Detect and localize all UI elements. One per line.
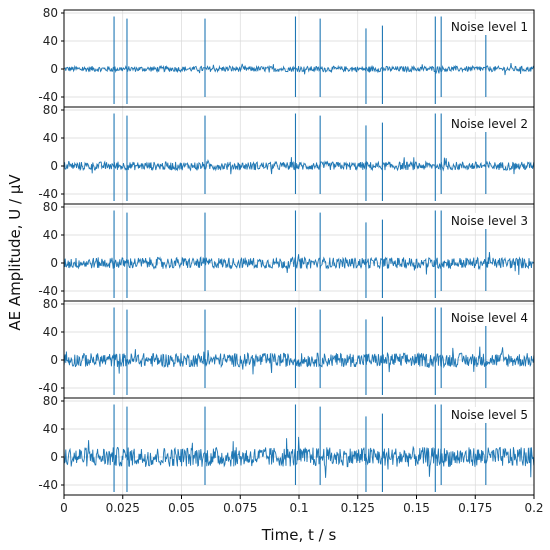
y-tick-label: -40 — [38, 478, 58, 492]
panel-label-background — [447, 310, 531, 326]
x-tick-label: 0 — [60, 501, 68, 515]
panel-3: -40 0 40 80 Noise level 3 — [38, 200, 535, 302]
panel-label: Noise level 3 — [451, 214, 528, 228]
panel-2: -40 0 40 80 Noise level 2 — [38, 103, 535, 205]
y-tick-label: 40 — [43, 131, 58, 145]
panel-label-background — [447, 407, 531, 423]
x-tick-label: 0.1 — [289, 501, 308, 515]
panel-1: -40 0 40 80 Noise level 1 — [38, 6, 535, 108]
y-axis-label: AE Amplitude, U / μV — [6, 174, 24, 331]
y-tick-label: 40 — [43, 422, 58, 436]
y-tick-label: 0 — [50, 353, 58, 367]
x-tick-label: 0.2 — [524, 501, 543, 515]
y-tick-label: 0 — [50, 62, 58, 76]
panels: -40 0 40 80 Noise level 1 -40 0 40 80 Noise level… — [38, 6, 535, 496]
y-tick-label: 0 — [50, 159, 58, 173]
panel-label: Noise level 1 — [451, 20, 528, 34]
y-tick-label: -40 — [38, 90, 58, 104]
y-tick-label: 40 — [43, 325, 58, 339]
panel-label: Noise level 5 — [451, 408, 528, 422]
y-tick-label: -40 — [38, 187, 58, 201]
y-tick-label: 40 — [43, 34, 58, 48]
y-tick-label: 80 — [43, 297, 58, 311]
y-tick-label: 0 — [50, 256, 58, 270]
panel-label-background — [447, 116, 531, 132]
y-tick-label: -40 — [38, 381, 58, 395]
panel-label-background — [447, 213, 531, 229]
panel-label: Noise level 4 — [451, 311, 528, 325]
signal-trace — [63, 346, 535, 375]
x-axis-label: Time, t / s — [261, 526, 337, 544]
y-tick-label: 0 — [50, 450, 58, 464]
y-tick-label: 80 — [43, 6, 58, 20]
panel-label: Noise level 2 — [451, 117, 528, 131]
x-tick-label: 0.025 — [106, 501, 140, 515]
panel-5: -40 0 40 80 Noise level 5 — [38, 394, 535, 496]
panel-4: -40 0 40 80 Noise level 4 — [38, 297, 535, 399]
y-tick-label: 80 — [43, 200, 58, 214]
x-tick-label: 0.125 — [341, 501, 375, 515]
x-tick-label: 0.05 — [168, 501, 195, 515]
y-tick-label: -40 — [38, 284, 58, 298]
signal-trace — [63, 157, 535, 175]
panel-label-background — [447, 19, 531, 35]
y-tick-label: 80 — [43, 103, 58, 117]
signal-trace — [63, 436, 535, 478]
x-axis-ticks: 0 0.025 0.05 0.075 0.1 0.125 0.15 0.175 0.2 — [60, 495, 544, 515]
x-tick-label: 0.075 — [223, 501, 257, 515]
y-tick-label: 40 — [43, 228, 58, 242]
x-tick-label: 0.175 — [458, 501, 492, 515]
signal-trace — [63, 62, 535, 76]
x-tick-label: 0.15 — [403, 501, 430, 515]
y-tick-label: 80 — [43, 394, 58, 408]
signal-trace — [63, 251, 535, 275]
